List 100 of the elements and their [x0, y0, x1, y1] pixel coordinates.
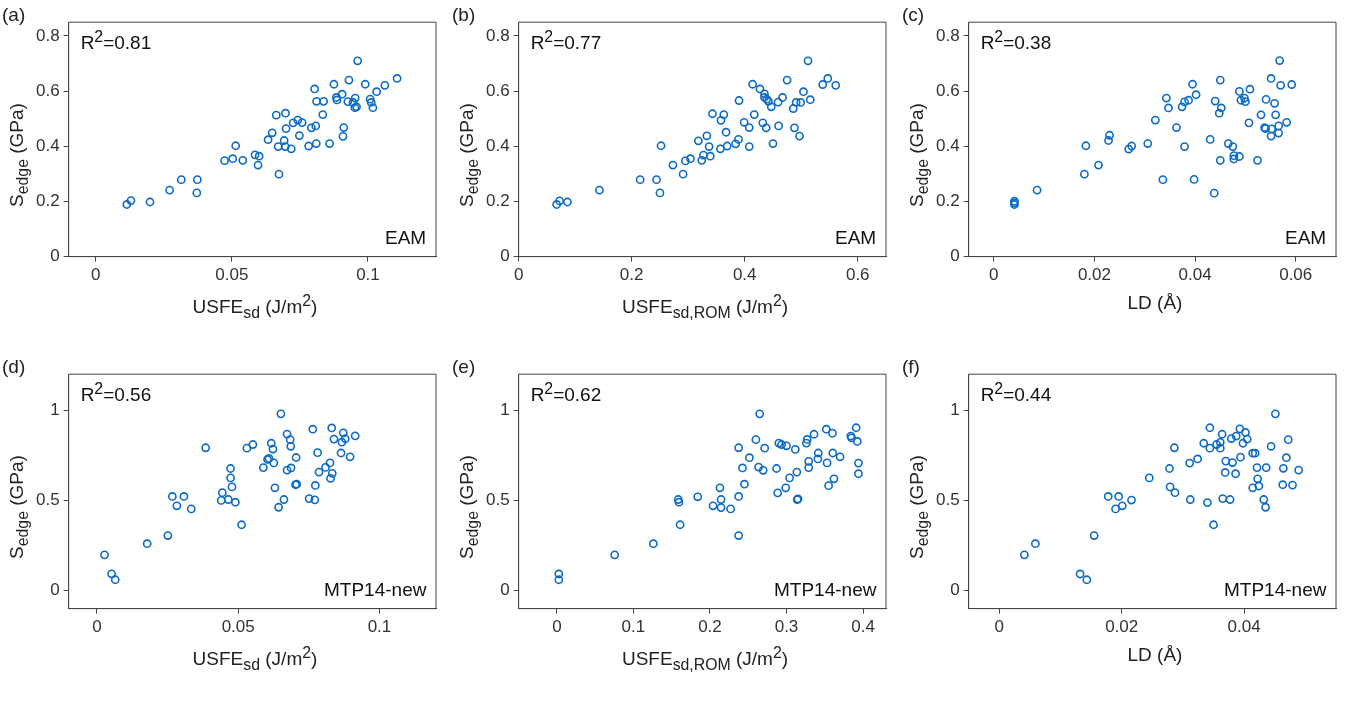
point [1270, 409, 1280, 419]
point [655, 188, 665, 198]
point [1180, 97, 1189, 107]
point [716, 144, 725, 154]
x-tick-label: 0 [92, 617, 102, 637]
point [1259, 495, 1269, 504]
x-tick-label: 0.06 [1279, 265, 1313, 285]
point [1278, 480, 1288, 490]
point [673, 495, 683, 504]
y-tick-label: 0 [50, 246, 60, 266]
point [1244, 118, 1254, 128]
y-tick-label: 0 [500, 246, 510, 266]
point [804, 456, 814, 466]
point [338, 428, 348, 438]
x-tick-label: 0 [513, 265, 524, 285]
point [1094, 160, 1103, 170]
point [799, 87, 808, 97]
point [1288, 480, 1297, 490]
point [722, 141, 732, 151]
point [1114, 492, 1124, 501]
point [343, 97, 353, 107]
point [1253, 155, 1262, 165]
point [338, 131, 348, 141]
point [313, 448, 322, 458]
point [781, 483, 791, 493]
point [167, 492, 177, 501]
point [1193, 454, 1203, 464]
point [1162, 93, 1171, 103]
y-tick-label: 0.5 [35, 490, 60, 510]
point [311, 121, 321, 131]
y-tick-label: 0.8 [935, 25, 960, 45]
point [269, 458, 279, 468]
point [678, 169, 688, 179]
point [773, 488, 783, 498]
point [668, 160, 678, 170]
point [165, 185, 174, 195]
y-tick-label: 0.5 [485, 490, 510, 510]
point [1256, 110, 1266, 120]
point [1266, 74, 1276, 83]
point [186, 504, 196, 514]
point [829, 474, 839, 484]
point [392, 74, 402, 83]
y-tick-label: 0.8 [35, 25, 60, 45]
point [772, 464, 781, 473]
point [227, 482, 237, 492]
point [751, 435, 761, 445]
x-axis-title: LD (Å) [1126, 644, 1184, 666]
point [744, 142, 754, 151]
annotation: EAM [835, 226, 877, 249]
point [734, 135, 743, 144]
point [253, 160, 263, 170]
x-tick-label: 0 [989, 265, 999, 285]
point [366, 98, 376, 107]
point [281, 124, 291, 134]
point [774, 121, 784, 131]
point [350, 93, 360, 103]
x-axis-title: LD (Å) [1126, 292, 1184, 314]
y-tick-label: 0.6 [485, 80, 510, 100]
point [1231, 469, 1240, 479]
point [1105, 130, 1114, 140]
annotation: R$^{2}$=0.77 [530, 28, 602, 55]
point [1215, 155, 1225, 165]
point [726, 504, 736, 514]
point [1209, 520, 1218, 530]
x-tick-label: 0.3 [774, 617, 799, 637]
point [1234, 87, 1244, 96]
point [1234, 152, 1244, 161]
point [201, 443, 211, 453]
point [828, 428, 837, 438]
point [610, 550, 620, 560]
point [773, 97, 783, 107]
point [237, 520, 246, 530]
point [740, 479, 749, 489]
annotation: MTP14-new [324, 578, 427, 601]
point [790, 123, 799, 133]
point [258, 463, 268, 472]
point [1165, 482, 1175, 492]
point [792, 467, 802, 477]
x-tick-label: 0.1 [367, 617, 392, 637]
x-tick-label: 0.04 [1227, 617, 1261, 637]
x-axis-title: USFE$_{sd}$ (J/m$^{2}$) [191, 644, 319, 675]
point [325, 139, 334, 148]
point [266, 438, 276, 448]
point [1185, 458, 1195, 468]
point [1241, 97, 1250, 107]
point [360, 79, 370, 89]
point [744, 453, 754, 463]
point [719, 110, 729, 119]
point [705, 151, 715, 161]
chart-title: (f) [902, 356, 920, 378]
point [1231, 431, 1241, 441]
point [1111, 504, 1120, 514]
x-tick-label: 0.1 [356, 265, 380, 285]
point [310, 495, 320, 505]
point [1032, 185, 1042, 195]
point [311, 139, 321, 148]
point [704, 142, 714, 151]
point [788, 104, 798, 113]
point [276, 409, 286, 419]
point [715, 483, 725, 493]
